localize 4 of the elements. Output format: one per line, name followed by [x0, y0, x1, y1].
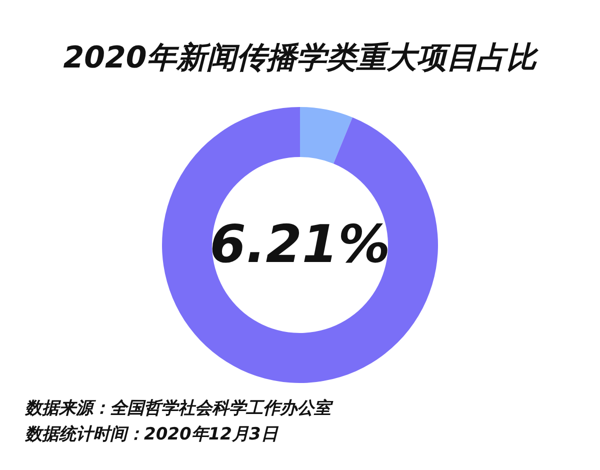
- text: 数据统计时间：2020年12月3日: [24, 424, 279, 444]
- chart-title: 2020年新闻传播学类重大项目占比: [63, 40, 540, 76]
- source-note: 数据来源：全国哲学社会科学工作办公室: [24, 398, 334, 418]
- data-label: 6.21%: [210, 215, 390, 275]
